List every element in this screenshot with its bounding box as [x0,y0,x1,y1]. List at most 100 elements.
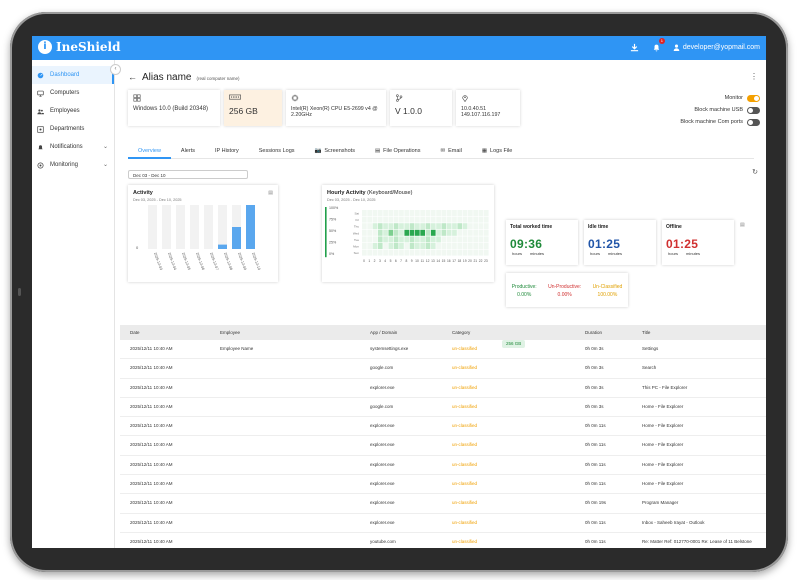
heatmap-cell[interactable] [415,243,420,249]
heatmap-cell[interactable] [362,210,367,216]
col-date[interactable]: Date [130,330,140,335]
heatmap-cell[interactable] [441,249,447,256]
refresh-icon[interactable]: ↻ [752,169,758,176]
heatmap-cell[interactable] [446,223,452,230]
heatmap-cell[interactable] [393,210,399,216]
heatmap-cell[interactable] [388,236,394,243]
col-employee[interactable]: Employee [220,330,241,335]
heatmap-cell[interactable] [399,223,404,230]
heatmap-cell[interactable] [430,210,436,216]
heatmap-cell[interactable] [388,249,394,256]
heatmap-cell[interactable] [393,243,399,249]
heatmap-cell[interactable] [452,249,457,256]
heatmap-cell[interactable] [441,229,447,236]
heatmap-cell[interactable] [436,243,441,249]
heatmap-cell[interactable] [415,216,420,223]
sidebar-item-monitoring[interactable]: Monitoring ⌄ [32,156,114,174]
heatmap-cell[interactable] [446,236,452,243]
heatmap-cell[interactable] [430,236,436,243]
heatmap-cell[interactable] [430,216,436,223]
heatmap-cell[interactable] [446,249,452,256]
table-row[interactable]: 2025/12/11 10:40 AM youtube.com un-classif… [120,533,766,548]
table-row[interactable]: 2025/12/11 10:40 AM google.com un-classifi… [120,398,766,418]
heatmap-cell[interactable] [425,229,431,236]
heatmap-cell[interactable] [367,223,372,230]
heatmap-cell[interactable] [409,249,415,256]
heatmap-cell[interactable] [362,249,367,256]
heatmap-cell[interactable] [425,236,431,243]
heatmap-cell[interactable] [457,249,463,256]
heatmap-cell[interactable] [404,249,410,256]
heatmap-cell[interactable] [441,216,447,223]
heatmap-cell[interactable] [372,236,378,243]
heatmap-cell[interactable] [468,216,473,223]
heatmap-cell[interactable] [377,223,383,230]
sidebar-item-computers[interactable]: Computers [32,84,114,102]
heatmap-cell[interactable] [409,243,415,249]
heatmap-cell[interactable] [393,236,399,243]
heatmap-cell[interactable] [483,236,489,243]
heatmap-cell[interactable] [377,236,383,243]
heatmap-cell[interactable] [483,210,489,216]
heatmap-cell[interactable] [462,223,468,230]
heatmap-cell[interactable] [462,249,468,256]
heatmap-cell[interactable] [478,223,484,230]
heatmap-cell[interactable] [420,243,425,249]
heatmap-cell[interactable] [473,223,478,230]
heatmap-cell[interactable] [436,249,441,256]
heatmap-cell[interactable] [372,229,378,236]
heatmap-cell[interactable] [446,210,452,216]
heatmap-cell[interactable] [462,243,468,249]
tab-logs-file[interactable]: ▦ Logs File [472,144,523,157]
heatmap-cell[interactable] [367,236,372,243]
heatmap-cell[interactable] [483,223,489,230]
heatmap-cell[interactable] [436,216,441,223]
heatmap-cell[interactable] [457,216,463,223]
tab-alerts[interactable]: Alerts [171,144,205,157]
heatmap-cell[interactable] [473,243,478,249]
heatmap-cell[interactable] [367,229,372,236]
table-row[interactable]: 2025/12/11 10:40 AM google.com un-classifi… [120,359,766,379]
heatmap-cell[interactable] [452,243,457,249]
heatmap-cell[interactable] [404,236,410,243]
activity-bar[interactable] [246,205,255,249]
heatmap-cell[interactable] [404,223,410,230]
heatmap-cell[interactable] [420,249,425,256]
table-row[interactable]: 2025/12/11 10:40 AM explorer.exe un-classi… [120,475,766,495]
heatmap-cell[interactable] [425,210,431,216]
heatmap-cell[interactable] [468,210,473,216]
heatmap-cell[interactable] [457,210,463,216]
sidebar-item-notifications[interactable]: Notifications ⌄ [32,138,114,156]
heatmap-cell[interactable] [372,249,378,256]
heatmap-cell[interactable] [446,216,452,223]
heatmap-cell[interactable] [404,216,410,223]
table-row[interactable]: 2025/12/11 10:40 AM Employee Name systemse… [120,340,766,360]
heatmap-cell[interactable] [409,223,415,230]
col-title[interactable]: Title [642,330,651,335]
heatmap-cell[interactable] [409,229,415,236]
monitor-toggle[interactable] [747,94,760,102]
heatmap-cell[interactable] [404,243,410,249]
heatmap-cell[interactable] [462,216,468,223]
heatmap-cell[interactable] [399,243,404,249]
heatmap-cell[interactable] [383,216,388,223]
heatmap-cell[interactable] [468,243,473,249]
heatmap-cell[interactable] [478,236,484,243]
heatmap-cell[interactable] [441,210,447,216]
heatmap-cell[interactable] [377,249,383,256]
heatmap-cell[interactable] [388,243,394,249]
heatmap-cell[interactable] [372,210,378,216]
heatmap-cell[interactable] [377,229,383,236]
heatmap-cell[interactable] [430,223,436,230]
heatmap-cell[interactable] [452,229,457,236]
heatmap-cell[interactable] [404,210,410,216]
heatmap-cell[interactable] [436,223,441,230]
sidebar-collapse-button[interactable]: ‹ [110,64,121,75]
notification-bell-icon[interactable]: 1 [651,38,665,53]
heatmap-cell[interactable] [367,249,372,256]
heatmap-cell[interactable] [452,223,457,230]
heatmap-cell[interactable] [457,243,463,249]
heatmap-cell[interactable] [483,229,489,236]
heatmap-cell[interactable] [399,229,404,236]
heatmap-cell[interactable] [388,216,394,223]
